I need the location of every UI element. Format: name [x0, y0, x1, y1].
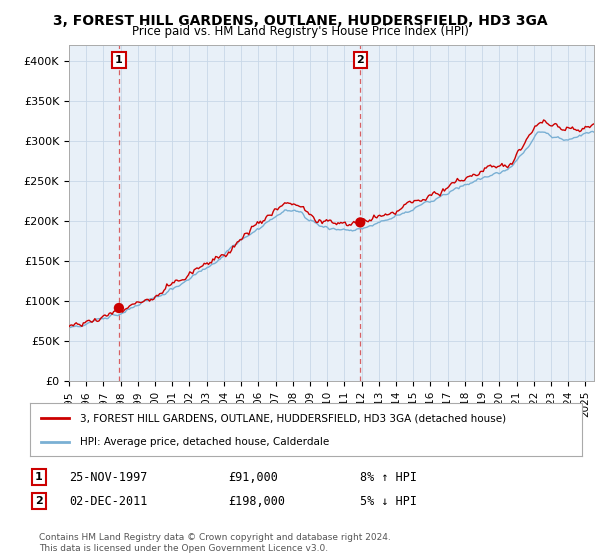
- Text: 25-NOV-1997: 25-NOV-1997: [69, 470, 148, 484]
- Text: 02-DEC-2011: 02-DEC-2011: [69, 494, 148, 508]
- Text: 3, FOREST HILL GARDENS, OUTLANE, HUDDERSFIELD, HD3 3GA (detached house): 3, FOREST HILL GARDENS, OUTLANE, HUDDERS…: [80, 413, 506, 423]
- Text: Price paid vs. HM Land Registry's House Price Index (HPI): Price paid vs. HM Land Registry's House …: [131, 25, 469, 38]
- Text: 5% ↓ HPI: 5% ↓ HPI: [360, 494, 417, 508]
- Text: Contains HM Land Registry data © Crown copyright and database right 2024.
This d: Contains HM Land Registry data © Crown c…: [39, 533, 391, 553]
- Text: £91,000: £91,000: [228, 470, 278, 484]
- Text: 8% ↑ HPI: 8% ↑ HPI: [360, 470, 417, 484]
- Text: 3, FOREST HILL GARDENS, OUTLANE, HUDDERSFIELD, HD3 3GA: 3, FOREST HILL GARDENS, OUTLANE, HUDDERS…: [53, 14, 547, 28]
- Text: £198,000: £198,000: [228, 494, 285, 508]
- Text: 2: 2: [356, 55, 364, 65]
- Text: HPI: Average price, detached house, Calderdale: HPI: Average price, detached house, Cald…: [80, 436, 329, 446]
- Text: 1: 1: [35, 472, 43, 482]
- Point: [114, 304, 124, 312]
- Point: [355, 218, 365, 227]
- Text: 2: 2: [35, 496, 43, 506]
- Text: 1: 1: [115, 55, 123, 65]
